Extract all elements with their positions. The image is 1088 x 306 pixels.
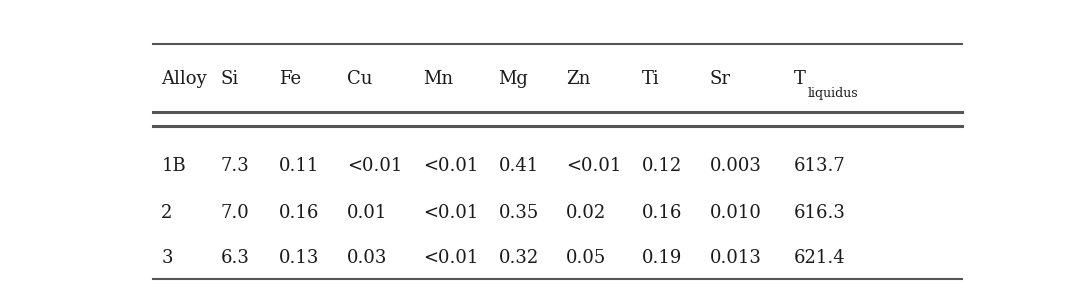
Text: 0.01: 0.01 — [347, 204, 387, 222]
Text: 0.11: 0.11 — [280, 157, 320, 175]
Text: 2: 2 — [161, 204, 173, 222]
Text: 3: 3 — [161, 249, 173, 267]
Text: Alloy: Alloy — [161, 70, 207, 88]
Text: Cu: Cu — [347, 70, 372, 88]
Text: 1B: 1B — [161, 157, 186, 175]
Text: 7.0: 7.0 — [220, 204, 249, 222]
Text: 0.16: 0.16 — [280, 204, 320, 222]
Text: Fe: Fe — [280, 70, 301, 88]
Text: 0.16: 0.16 — [642, 204, 682, 222]
Text: Mn: Mn — [422, 70, 453, 88]
Text: <0.01: <0.01 — [347, 157, 403, 175]
Text: 6.3: 6.3 — [220, 249, 249, 267]
Text: 0.12: 0.12 — [642, 157, 682, 175]
Text: 621.4: 621.4 — [794, 249, 845, 267]
Text: <0.01: <0.01 — [422, 204, 478, 222]
Text: 0.02: 0.02 — [566, 204, 606, 222]
Text: 0.19: 0.19 — [642, 249, 682, 267]
Text: <0.01: <0.01 — [566, 157, 621, 175]
Text: Zn: Zn — [566, 70, 591, 88]
Text: 0.013: 0.013 — [709, 249, 762, 267]
Text: <0.01: <0.01 — [422, 249, 478, 267]
Text: Mg: Mg — [498, 70, 529, 88]
Text: 0.41: 0.41 — [498, 157, 539, 175]
Text: 0.010: 0.010 — [709, 204, 762, 222]
Text: 7.3: 7.3 — [220, 157, 249, 175]
Text: 0.13: 0.13 — [280, 249, 320, 267]
Text: 616.3: 616.3 — [794, 204, 845, 222]
Text: T: T — [794, 70, 805, 88]
Text: 0.05: 0.05 — [566, 249, 606, 267]
Text: Sr: Sr — [709, 70, 730, 88]
Text: liquidus: liquidus — [808, 87, 858, 100]
Text: 613.7: 613.7 — [794, 157, 845, 175]
Text: 0.32: 0.32 — [498, 249, 539, 267]
Text: <0.01: <0.01 — [422, 157, 478, 175]
Text: Ti: Ti — [642, 70, 659, 88]
Text: 0.03: 0.03 — [347, 249, 387, 267]
Text: Si: Si — [220, 70, 238, 88]
Text: 0.35: 0.35 — [498, 204, 539, 222]
Text: 0.003: 0.003 — [709, 157, 762, 175]
